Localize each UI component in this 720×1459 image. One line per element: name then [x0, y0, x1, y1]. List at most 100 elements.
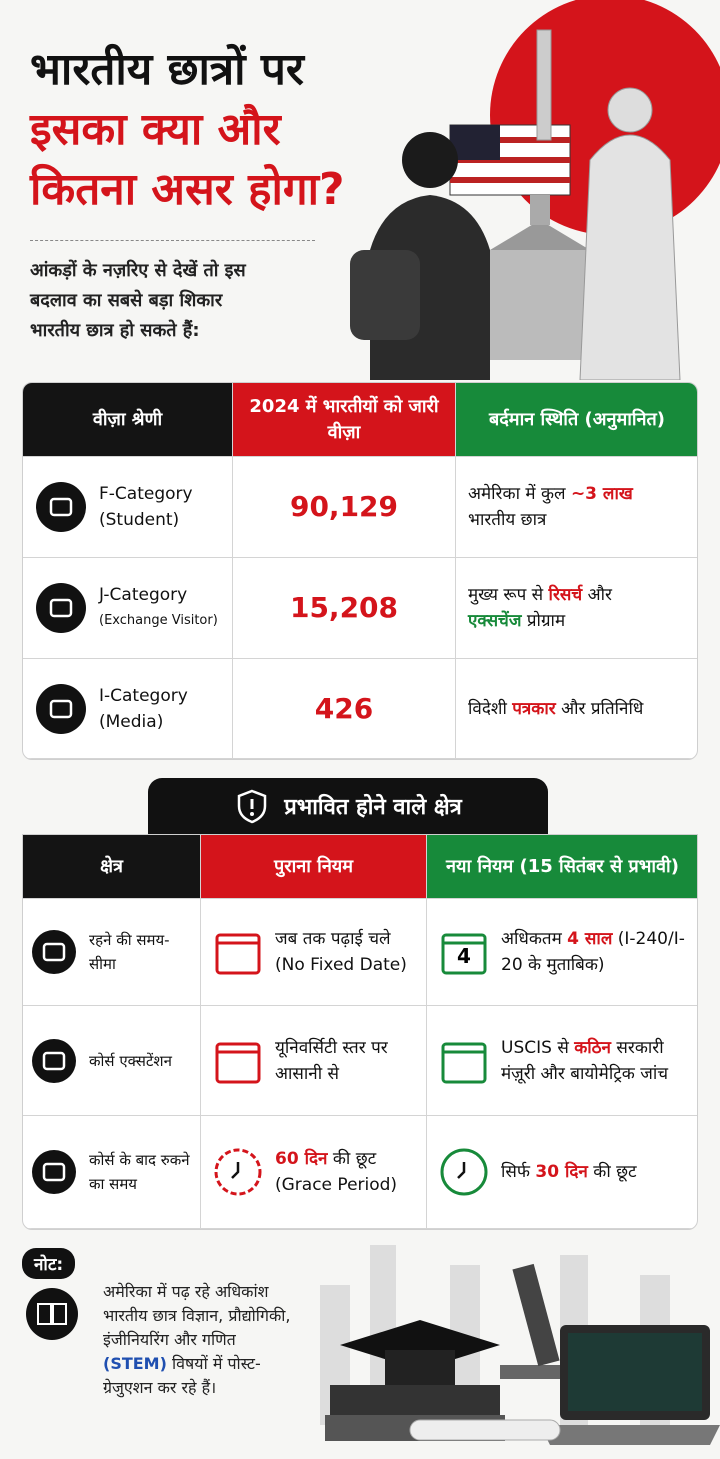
- clock-red-icon: [214, 1148, 262, 1196]
- area-cell: कोर्स एक्सटेंशन: [23, 1006, 201, 1116]
- status-cell: विदेशी पत्रकार और प्रतिनिधि: [456, 659, 697, 759]
- title: भारतीय छात्रों पर इसका क्या और कितना असर ह…: [30, 40, 345, 220]
- text-segment: और: [587, 585, 612, 605]
- title-line: इसका क्या और: [30, 104, 281, 155]
- header-text: बर्दमान स्थिति (अनुमानित): [488, 408, 666, 430]
- visa-count: 15,208: [289, 591, 399, 624]
- intro-line: भारतीय छात्र हो सकते हैं:: [30, 320, 200, 341]
- text-segment: पत्रकार: [512, 698, 556, 719]
- impact-table: क्षेत्र पुराना नियम नया नियम (15 सितंबर से…: [22, 834, 698, 1230]
- category-text: F-Category (Student): [99, 481, 193, 533]
- area-cell: कोर्स के बाद रुकने का समय: [23, 1116, 201, 1229]
- text-segment: (STEM): [103, 1354, 167, 1373]
- new-rule: अधिकतम 4 साल (I-240/I-20 के मुताबिक): [501, 926, 686, 978]
- header-cell: 2024 में भारतीयों को जारी वीज़ा: [233, 383, 456, 457]
- visa-count-cell: 426: [233, 659, 456, 759]
- new-rule-cell: सिर्फ 30 दिन की छूट: [427, 1116, 697, 1229]
- text-segment: अधिकतम: [501, 929, 562, 949]
- note-label: नोट:: [22, 1248, 76, 1279]
- circle-icon: [36, 583, 86, 633]
- category-text: J-Category (Exchange Visitor): [99, 582, 218, 634]
- text-segment: और प्रतिनिधि: [561, 698, 644, 719]
- red-icon: [215, 933, 261, 975]
- status-cell: मुख्य रूप से रिसर्च और एक्सचेंज प्रोग्रा…: [456, 558, 697, 659]
- green-icon: 4: [441, 933, 487, 975]
- text-segment: भारतीय छात्र: [468, 510, 547, 530]
- status-text: मुख्य रूप से रिसर्च और एक्सचेंज प्रोग्रा…: [468, 582, 648, 634]
- header-text: नया नियम (15 सितंबर से प्रभावी): [446, 855, 679, 877]
- text-segment: 30 दिन: [535, 1162, 588, 1182]
- subtitle: (Exchange Visitor): [99, 613, 218, 628]
- text-segment: प्रोग्राम: [526, 611, 566, 631]
- header-cell: क्षेत्र: [23, 835, 201, 899]
- header-cell: पुराना नियम: [201, 835, 427, 899]
- category-cell: J-Category (Exchange Visitor): [23, 558, 233, 659]
- text-segment: मुख्य रूप से: [468, 585, 544, 605]
- old-rule-cell: यूनिवर्सिटी स्तर पर आसानी से: [201, 1006, 427, 1116]
- subtitle: (Student): [99, 510, 180, 530]
- visa-count: 90,129: [289, 490, 399, 523]
- new-rule-cell: USCIS से कठिन सरकारी मंज़ूरी और बायोमेट्…: [427, 1006, 697, 1116]
- circle-icon: [32, 930, 76, 974]
- area: कोर्स एक्सटेंशन: [89, 1051, 172, 1070]
- old-rule: जब तक पढ़ाई चले (No Fixed Date): [275, 926, 414, 978]
- section-title: प्रभावित होने वाले क्षेत्र: [284, 795, 462, 820]
- text-segment: 4 साल: [567, 929, 613, 949]
- old-rule-cell: जब तक पढ़ाई चले (No Fixed Date): [201, 899, 427, 1006]
- text-segment: ~3 लाख: [570, 484, 633, 504]
- text-segment: अमेरिका में पढ़ रहे अधिकांश भारतीय छात्र…: [103, 1282, 291, 1349]
- circle-icon: [36, 683, 86, 734]
- new-rule: USCIS से कठिन सरकारी मंज़ूरी और बायोमेट्…: [501, 1035, 686, 1087]
- text-segment: सिर्फ: [501, 1162, 531, 1182]
- old-rule-cell: 60 दिन की छूट (Grace Period): [201, 1116, 427, 1229]
- title-line: कितना असर होगा?: [30, 164, 345, 215]
- visa-count-cell: 90,129: [233, 457, 456, 558]
- category-cell: I-Category (Media): [23, 659, 233, 759]
- status-text: अमेरिका में कुल ~3 लाख भारतीय छात्र: [468, 481, 648, 533]
- text-segment: यूनिवर्सिटी स्तर पर आसानी से: [275, 1037, 388, 1084]
- note-text: अमेरिका में पढ़ रहे अधिकांश भारतीय छात्र…: [103, 1280, 303, 1400]
- text-segment: रिसर्च: [548, 585, 583, 605]
- old-rule: यूनिवर्सिटी स्तर पर आसानी से: [275, 1035, 414, 1087]
- header-text: वीज़ा श्रेणी: [92, 408, 163, 430]
- icon-text: 4: [457, 944, 471, 968]
- shield-icon: [238, 789, 267, 824]
- text-segment: विषयों में पोस्ट-ग्रेजुएशन कर रहे हैं।: [103, 1354, 261, 1397]
- intro-line: बदलाव का सबसे बड़ा शिकार: [30, 290, 223, 311]
- area-cell: रहने की समय-सीमा: [23, 899, 201, 1006]
- header-cell: बर्दमान स्थिति (अनुमानित): [456, 383, 697, 457]
- text-segment: अमेरिका में कुल: [468, 484, 566, 504]
- divider: [30, 240, 315, 241]
- text-segment: की छूट (Grace Period): [275, 1149, 398, 1195]
- visa-table: वीज़ा श्रेणी 2024 में भारतीयों को जारी वी…: [22, 382, 698, 760]
- header-cell: नया नियम (15 सितंबर से प्रभावी): [427, 835, 697, 899]
- status-text: विदेशी पत्रकार और प्रतिनिधि: [468, 696, 643, 722]
- header-cell: वीज़ा श्रेणी: [23, 383, 233, 457]
- visa-count: 426: [314, 691, 374, 725]
- text-segment: 60 दिन: [275, 1149, 328, 1169]
- circle-icon: [32, 1038, 76, 1083]
- area: रहने की समय-सीमा: [89, 931, 170, 973]
- category: I-Category: [99, 685, 188, 706]
- clock-green-icon: [440, 1148, 488, 1196]
- category-cell: F-Category (Student): [23, 457, 233, 558]
- header-illustration: [350, 0, 720, 380]
- section-tab: प्रभावित होने वाले क्षेत्र: [148, 778, 548, 834]
- text-segment: जब तक पढ़ाई चले (No Fixed Date): [275, 929, 407, 975]
- header-text: पुराना नियम: [273, 855, 354, 877]
- text-segment: कठिन: [574, 1037, 611, 1058]
- new-rule: सिर्फ 30 दिन की छूट: [501, 1159, 637, 1185]
- red-icon: [215, 1042, 261, 1083]
- text-segment: एक्सचेंज: [468, 611, 522, 631]
- status-cell: अमेरिका में कुल ~3 लाख भारतीय छात्र: [456, 457, 697, 558]
- intro-line: आंकड़ों के नज़रिए से देखें तो इस: [30, 260, 246, 281]
- text-segment: विदेशी: [468, 698, 507, 719]
- visa-count-cell: 15,208: [233, 558, 456, 659]
- green-icon: [441, 1042, 487, 1083]
- text-segment: सरकारी मंज़ूरी और बायोमेट्रिक जांच: [501, 1037, 669, 1084]
- intro: आंकड़ों के नज़रिए से देखें तो इस बदलाव का…: [30, 256, 246, 346]
- circle-icon: [36, 482, 86, 532]
- category: F-Category: [99, 484, 193, 504]
- category: J-Category: [99, 585, 188, 605]
